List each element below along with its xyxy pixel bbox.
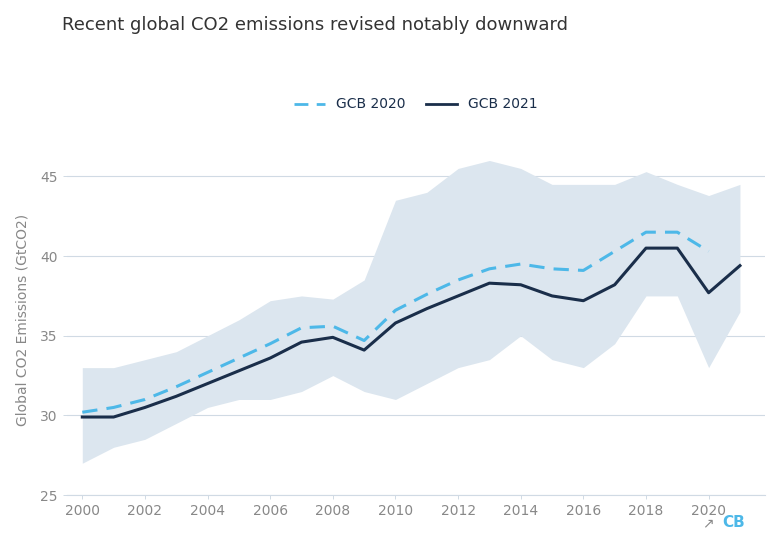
Legend: GCB 2020, GCB 2021: GCB 2020, GCB 2021 xyxy=(289,92,543,117)
Text: CB: CB xyxy=(722,515,745,530)
Text: ↗: ↗ xyxy=(702,516,714,530)
Text: Recent global CO2 emissions revised notably downward: Recent global CO2 emissions revised nota… xyxy=(62,16,569,34)
Y-axis label: Global CO2 Emissions (GtCO2): Global CO2 Emissions (GtCO2) xyxy=(15,214,29,426)
